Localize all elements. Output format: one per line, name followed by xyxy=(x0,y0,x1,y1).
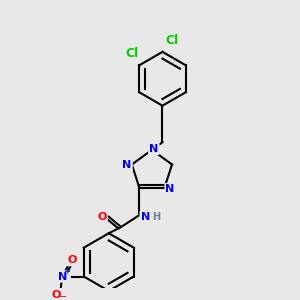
Text: N: N xyxy=(58,272,67,281)
Text: O: O xyxy=(68,255,77,265)
Text: N: N xyxy=(166,184,175,194)
Text: H: H xyxy=(152,212,160,222)
Text: +: + xyxy=(63,267,70,276)
Text: −: − xyxy=(58,292,67,300)
Text: N: N xyxy=(149,144,158,154)
Text: Cl: Cl xyxy=(125,47,138,60)
Text: N: N xyxy=(122,160,132,170)
Text: O: O xyxy=(97,212,107,222)
Text: O: O xyxy=(51,290,61,300)
Text: Cl: Cl xyxy=(166,34,179,47)
Text: N: N xyxy=(141,212,150,222)
